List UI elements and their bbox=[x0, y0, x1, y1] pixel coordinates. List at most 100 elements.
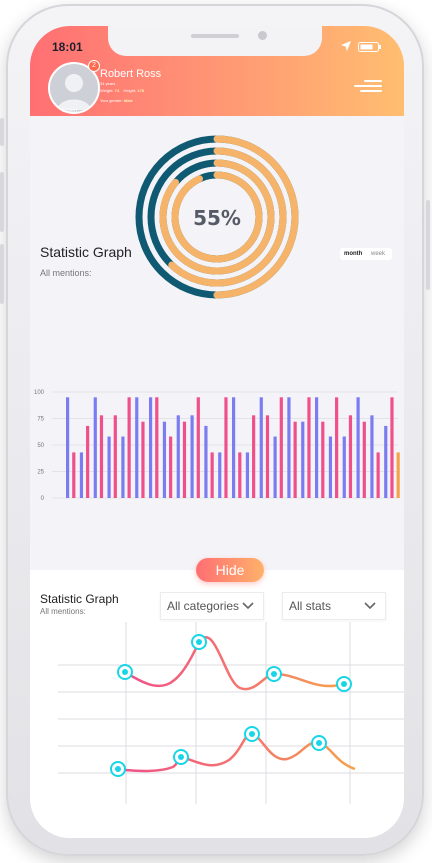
bar bbox=[149, 397, 153, 498]
graph-marker[interactable] bbox=[117, 664, 133, 680]
bar bbox=[396, 452, 400, 498]
tab-month[interactable]: month bbox=[344, 251, 363, 257]
bar bbox=[348, 415, 353, 498]
phone-side-button bbox=[0, 172, 4, 232]
bar bbox=[107, 436, 111, 498]
notification-badge: 2 bbox=[88, 60, 100, 72]
bar bbox=[135, 397, 139, 498]
bar bbox=[384, 425, 388, 498]
user-measurements: Weight: 74 Height: 178 bbox=[100, 88, 144, 93]
bar bbox=[176, 415, 180, 498]
bar bbox=[93, 397, 97, 498]
bar bbox=[287, 397, 291, 498]
chevron-down-icon bbox=[242, 602, 254, 610]
bottom-graph-subtitle: All mentions: bbox=[40, 607, 86, 616]
ring-progress-3 bbox=[159, 159, 275, 275]
bar bbox=[210, 452, 214, 498]
location-icon bbox=[341, 41, 351, 51]
user-icon bbox=[57, 74, 91, 110]
y-tick-label: 100 bbox=[34, 390, 45, 396]
bar bbox=[121, 436, 125, 498]
bar bbox=[66, 397, 70, 498]
bottom-graph-title: Statistic Graph bbox=[40, 592, 119, 606]
bar bbox=[356, 397, 360, 498]
phone-notch bbox=[108, 26, 322, 56]
stats-select[interactable]: All stats bbox=[282, 592, 386, 620]
bar bbox=[315, 397, 319, 498]
bar bbox=[252, 415, 256, 498]
line-graph bbox=[58, 622, 404, 804]
bar bbox=[307, 397, 311, 498]
categories-select-label: All categories bbox=[167, 599, 240, 613]
chevron-down-icon bbox=[364, 602, 376, 610]
stat-graph-subtitle: All mentions: bbox=[40, 268, 92, 278]
bar bbox=[273, 436, 277, 498]
graph-marker[interactable] bbox=[191, 634, 207, 650]
front-camera bbox=[258, 31, 267, 40]
bar bbox=[113, 415, 117, 498]
ring-progress-outer bbox=[135, 135, 299, 299]
gender-label: Your gender: bbox=[100, 98, 123, 103]
user-gender: Your gender: Male bbox=[100, 98, 133, 103]
height-label: Height: bbox=[123, 88, 137, 93]
bar bbox=[196, 397, 200, 498]
bar bbox=[86, 425, 90, 498]
bar bbox=[238, 452, 242, 498]
bar bbox=[190, 415, 194, 498]
progress-label: 55% bbox=[193, 206, 241, 230]
gender-value: Male bbox=[123, 98, 133, 103]
bar bbox=[328, 436, 333, 498]
bar bbox=[72, 452, 76, 498]
bar-chart: 100 75 50 25 0 bbox=[34, 390, 400, 502]
graph-marker[interactable] bbox=[173, 749, 189, 765]
stat-graph-title: Statistic Graph bbox=[40, 244, 132, 260]
line-series-upper bbox=[124, 636, 345, 691]
battery-icon bbox=[358, 42, 381, 52]
hide-button[interactable]: Hide bbox=[196, 558, 264, 582]
user-name: Robert Ross bbox=[100, 68, 162, 80]
bar bbox=[335, 397, 339, 498]
y-tick-label: 50 bbox=[37, 443, 44, 449]
ring-progress-4 bbox=[171, 171, 263, 263]
bar bbox=[218, 452, 222, 498]
height-value: 178 bbox=[137, 88, 145, 93]
bar bbox=[232, 397, 236, 498]
progress-rings: 55% bbox=[135, 135, 299, 299]
bar bbox=[182, 421, 187, 498]
bar bbox=[279, 397, 283, 498]
user-age: 34 years bbox=[100, 81, 116, 86]
bar bbox=[245, 452, 250, 498]
phone-screen: 18:01 2 Robert Robert Ross 34 years Weig… bbox=[30, 26, 404, 838]
bar bbox=[259, 397, 263, 498]
bar bbox=[224, 397, 228, 498]
tab-week[interactable]: week bbox=[371, 251, 386, 257]
graph-marker[interactable] bbox=[311, 735, 327, 751]
graph-marker[interactable] bbox=[266, 666, 282, 682]
avatar-caption: Robert bbox=[62, 108, 78, 114]
bar bbox=[169, 436, 173, 498]
bar bbox=[376, 452, 380, 498]
bar bbox=[390, 397, 394, 498]
categories-select[interactable]: All categories bbox=[160, 592, 264, 620]
period-toggle: month week bbox=[340, 248, 392, 260]
graph-marker[interactable] bbox=[244, 726, 260, 742]
speaker-grille bbox=[191, 34, 239, 38]
bar bbox=[301, 421, 305, 498]
phone-side-button bbox=[0, 118, 4, 146]
bar bbox=[362, 421, 366, 498]
weight-label: Weight: bbox=[100, 88, 114, 93]
stats-select-label: All stats bbox=[289, 599, 332, 613]
bar bbox=[293, 421, 297, 498]
bar bbox=[342, 436, 346, 498]
y-tick-label: 75 bbox=[37, 417, 44, 423]
ring-progress-2 bbox=[147, 147, 287, 287]
y-tick-label: 25 bbox=[37, 470, 44, 476]
y-tick-label: 0 bbox=[41, 496, 45, 502]
bar bbox=[79, 452, 84, 498]
weight-value: 74 bbox=[114, 88, 120, 93]
graph-marker[interactable] bbox=[336, 676, 352, 692]
bar bbox=[370, 415, 374, 498]
graph-marker[interactable] bbox=[110, 761, 126, 777]
phone-side-button bbox=[0, 244, 4, 304]
menu-icon[interactable] bbox=[354, 80, 382, 94]
